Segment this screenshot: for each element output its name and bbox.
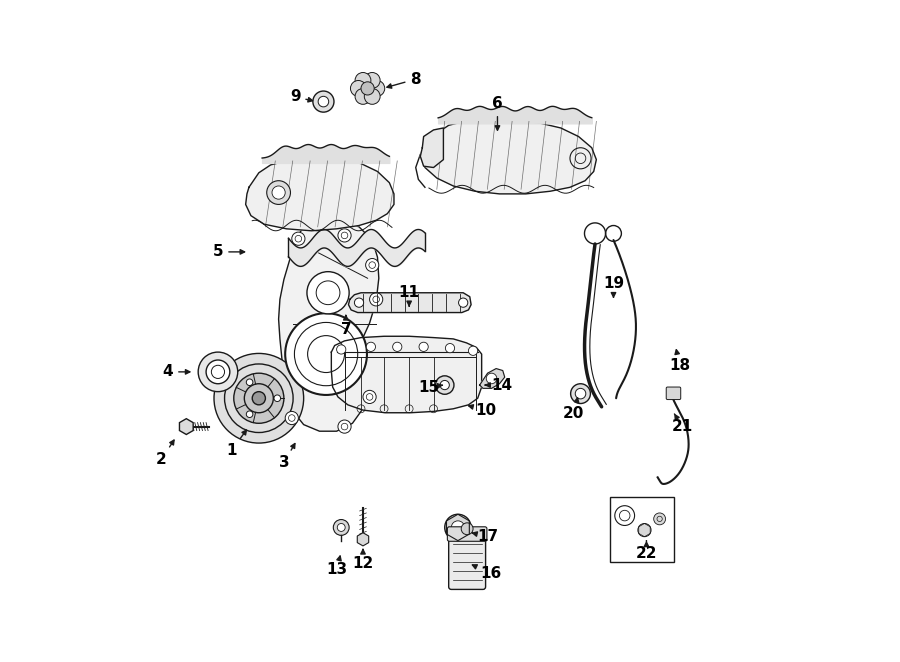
Circle shape (571, 384, 590, 404)
FancyBboxPatch shape (666, 387, 680, 400)
Text: 7: 7 (340, 316, 351, 337)
Circle shape (369, 81, 384, 96)
Circle shape (459, 298, 468, 307)
Text: 16: 16 (472, 565, 501, 581)
Circle shape (638, 524, 651, 537)
Polygon shape (422, 118, 597, 194)
Text: 18: 18 (669, 350, 690, 373)
Circle shape (338, 229, 351, 242)
Circle shape (363, 391, 376, 404)
Circle shape (461, 523, 473, 535)
Circle shape (361, 82, 374, 95)
Text: 12: 12 (353, 549, 374, 571)
Circle shape (440, 381, 449, 390)
Text: 14: 14 (485, 377, 512, 393)
Text: 2: 2 (156, 440, 174, 467)
Circle shape (266, 181, 291, 205)
Circle shape (356, 89, 371, 105)
FancyBboxPatch shape (449, 532, 486, 589)
Polygon shape (420, 128, 444, 167)
Circle shape (356, 73, 371, 88)
Circle shape (333, 520, 349, 536)
Circle shape (364, 89, 380, 105)
Circle shape (436, 376, 454, 395)
Circle shape (575, 389, 586, 399)
Text: 19: 19 (603, 276, 624, 297)
Text: 5: 5 (212, 244, 245, 260)
FancyBboxPatch shape (447, 527, 487, 542)
Circle shape (319, 96, 328, 107)
Circle shape (247, 411, 253, 418)
Polygon shape (279, 220, 379, 431)
Circle shape (350, 81, 366, 96)
Circle shape (198, 352, 238, 392)
Circle shape (285, 411, 299, 424)
Circle shape (206, 360, 230, 384)
Text: 20: 20 (563, 398, 585, 421)
Text: 3: 3 (279, 444, 295, 470)
Polygon shape (331, 336, 482, 412)
Circle shape (419, 342, 428, 352)
Text: 13: 13 (326, 556, 347, 577)
Circle shape (469, 346, 478, 355)
Circle shape (272, 186, 285, 199)
Text: 9: 9 (290, 89, 312, 105)
Polygon shape (357, 533, 369, 546)
Text: 15: 15 (418, 379, 443, 395)
Circle shape (274, 395, 281, 402)
Circle shape (307, 271, 349, 314)
Circle shape (366, 342, 375, 352)
Circle shape (392, 342, 402, 352)
Polygon shape (348, 293, 471, 312)
Text: 21: 21 (671, 414, 693, 434)
Text: 6: 6 (492, 96, 503, 130)
Circle shape (234, 373, 284, 423)
Circle shape (446, 344, 454, 353)
Text: 11: 11 (399, 285, 419, 306)
Circle shape (292, 232, 305, 246)
Text: 8: 8 (387, 71, 421, 88)
Circle shape (355, 298, 364, 307)
Text: 22: 22 (635, 541, 657, 561)
Circle shape (451, 521, 464, 534)
Circle shape (338, 524, 346, 532)
Circle shape (653, 513, 666, 525)
Text: 4: 4 (163, 364, 190, 379)
Polygon shape (179, 418, 194, 434)
Circle shape (313, 91, 334, 112)
Circle shape (338, 420, 351, 433)
Text: 17: 17 (472, 529, 499, 544)
Polygon shape (246, 158, 394, 231)
Circle shape (445, 514, 471, 541)
Circle shape (337, 345, 346, 354)
Circle shape (285, 313, 367, 395)
Text: 10: 10 (469, 402, 497, 418)
Circle shape (486, 373, 497, 384)
Circle shape (247, 379, 253, 385)
Circle shape (370, 293, 382, 306)
Circle shape (252, 392, 266, 405)
Circle shape (364, 73, 380, 88)
Circle shape (365, 258, 379, 271)
Text: 1: 1 (226, 430, 247, 459)
Polygon shape (480, 369, 505, 389)
Circle shape (214, 354, 303, 443)
